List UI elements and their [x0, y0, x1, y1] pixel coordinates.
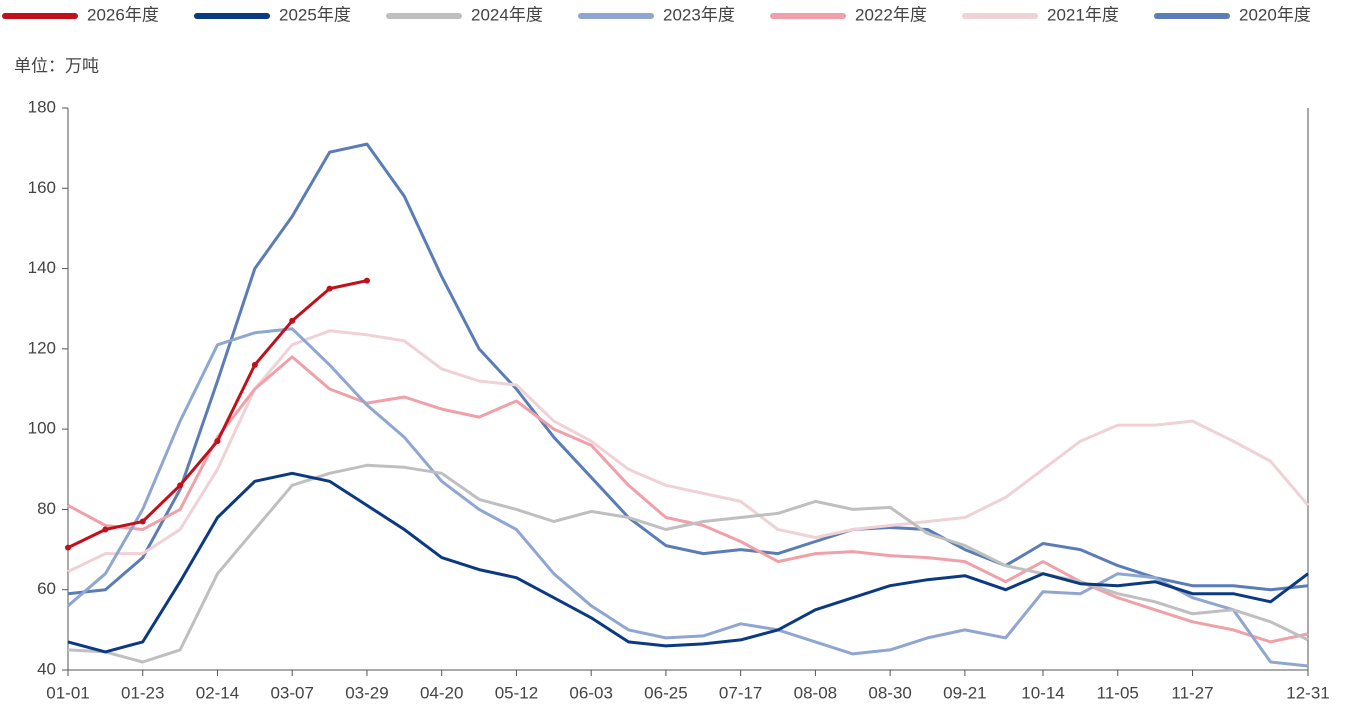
x-tick-label: 03-29 — [345, 683, 388, 702]
series-line — [67, 355, 1309, 644]
x-tick-label: 10-14 — [1021, 683, 1064, 702]
y-tick-label: 140 — [28, 258, 56, 277]
y-tick-label: 160 — [28, 178, 56, 197]
x-tick-label: 08-08 — [794, 683, 837, 702]
y-tick-label: 80 — [37, 499, 56, 518]
series-line — [67, 142, 1309, 596]
series-line — [67, 327, 1309, 668]
series-line — [67, 279, 368, 549]
series-marker — [177, 482, 184, 489]
x-tick-label: 12-31 — [1286, 683, 1329, 702]
series-line — [67, 471, 1309, 654]
series-marker — [251, 361, 258, 368]
series-line — [67, 329, 1310, 573]
x-tick-label: 06-25 — [644, 683, 687, 702]
series-marker — [214, 438, 221, 445]
x-tick-label: 03-07 — [270, 683, 313, 702]
legend-label: 2020年度 — [1239, 5, 1311, 24]
x-tick-label: 09-21 — [943, 683, 986, 702]
x-tick-label: 05-12 — [495, 683, 538, 702]
x-tick-label: 06-03 — [569, 683, 612, 702]
series-marker — [289, 317, 296, 324]
series-line — [67, 463, 1309, 664]
series-marker — [65, 544, 71, 551]
x-tick-label: 04-20 — [420, 683, 463, 702]
y-tick-label: 120 — [28, 338, 56, 357]
legend-label: 2022年度 — [855, 5, 927, 24]
unit-label: 单位：万吨 — [14, 56, 99, 75]
x-tick-label: 08-30 — [868, 683, 911, 702]
series-marker — [363, 277, 370, 284]
y-tick-label: 180 — [28, 97, 56, 116]
y-tick-label: 60 — [37, 579, 56, 598]
x-tick-label: 07-17 — [719, 683, 762, 702]
y-tick-label: 100 — [28, 419, 56, 438]
legend-label: 2021年度 — [1047, 5, 1119, 24]
legend-label: 2024年度 — [471, 5, 543, 24]
x-tick-label: 11-27 — [1171, 683, 1213, 702]
series-marker — [102, 526, 109, 533]
x-tick-label: 01-23 — [121, 683, 164, 702]
x-tick-label: 01-01 — [46, 683, 89, 702]
series-marker — [139, 518, 146, 525]
series-marker — [326, 285, 333, 292]
y-tick-label: 40 — [37, 659, 56, 678]
legend-label: 2026年度 — [87, 5, 159, 24]
x-tick-label: 11-05 — [1097, 683, 1139, 702]
legend-label: 2023年度 — [663, 5, 735, 24]
legend-label: 2025年度 — [279, 5, 351, 24]
x-tick-label: 02-14 — [196, 683, 239, 702]
